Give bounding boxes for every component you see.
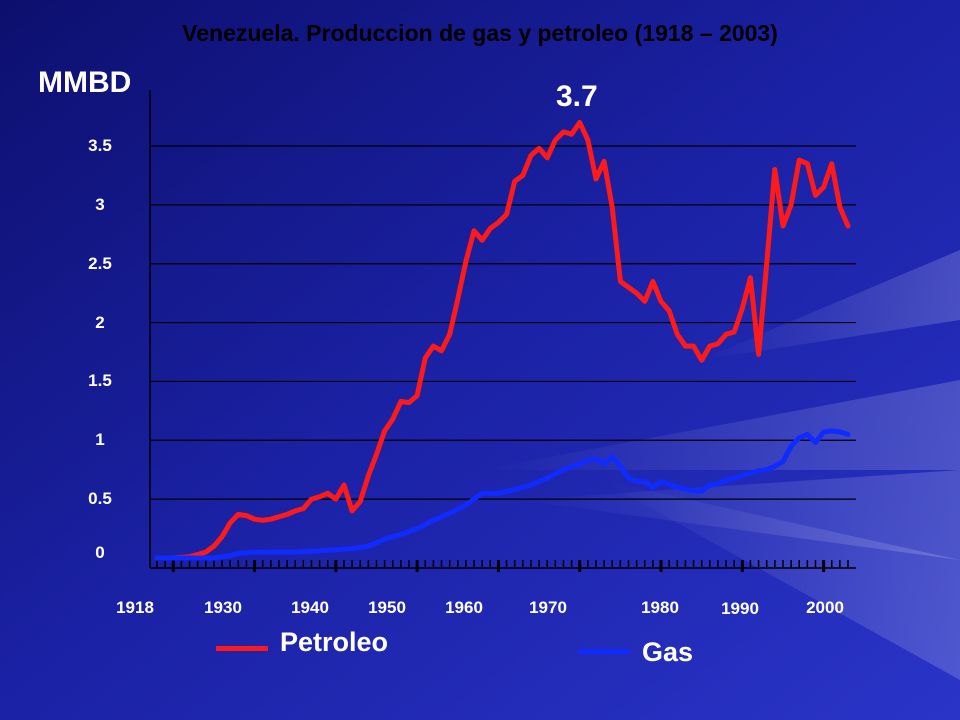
legend-gas-label: Gas <box>642 637 694 667</box>
series-line-petroleo <box>154 120 851 561</box>
legend-petroleo-swatch <box>216 646 268 651</box>
x-tick-label: 2000 <box>806 598 844 617</box>
y-tick-label: 1.5 <box>88 371 112 391</box>
y-tick-label: 3.5 <box>88 136 112 155</box>
y-axis-label: MMBD <box>38 66 132 99</box>
light-ray <box>600 480 960 680</box>
x-tick-label: 1930 <box>204 598 242 617</box>
legend-gas-swatch <box>578 649 630 654</box>
x-tick-label: 1970 <box>529 598 567 617</box>
x-tick-label: 1918 <box>116 598 154 617</box>
y-tick-label: 1 <box>95 430 105 450</box>
series-line-gas <box>154 428 851 561</box>
peak-annotation: 3.7 <box>556 80 598 113</box>
x-tick-label: 1960 <box>445 598 483 617</box>
y-tick-label: 0.5 <box>88 489 112 509</box>
x-tick-label: 1990 <box>721 599 759 618</box>
x-tick-label: 1950 <box>368 598 406 617</box>
light-ray <box>700 250 960 360</box>
y-tick-label: 2.5 <box>88 253 112 273</box>
light-ray <box>480 380 960 470</box>
y-tick-label: 0 <box>95 543 105 562</box>
chart-title: Venezuela. Produccion de gas y petroleo … <box>182 20 778 46</box>
legend-petroleo-label: Petroleo <box>280 627 389 657</box>
x-tick-label: 1980 <box>641 598 679 617</box>
y-tick-label: 2 <box>95 312 105 332</box>
y-tick-label: 3 <box>95 194 105 214</box>
x-tick-label: 1940 <box>291 598 329 617</box>
